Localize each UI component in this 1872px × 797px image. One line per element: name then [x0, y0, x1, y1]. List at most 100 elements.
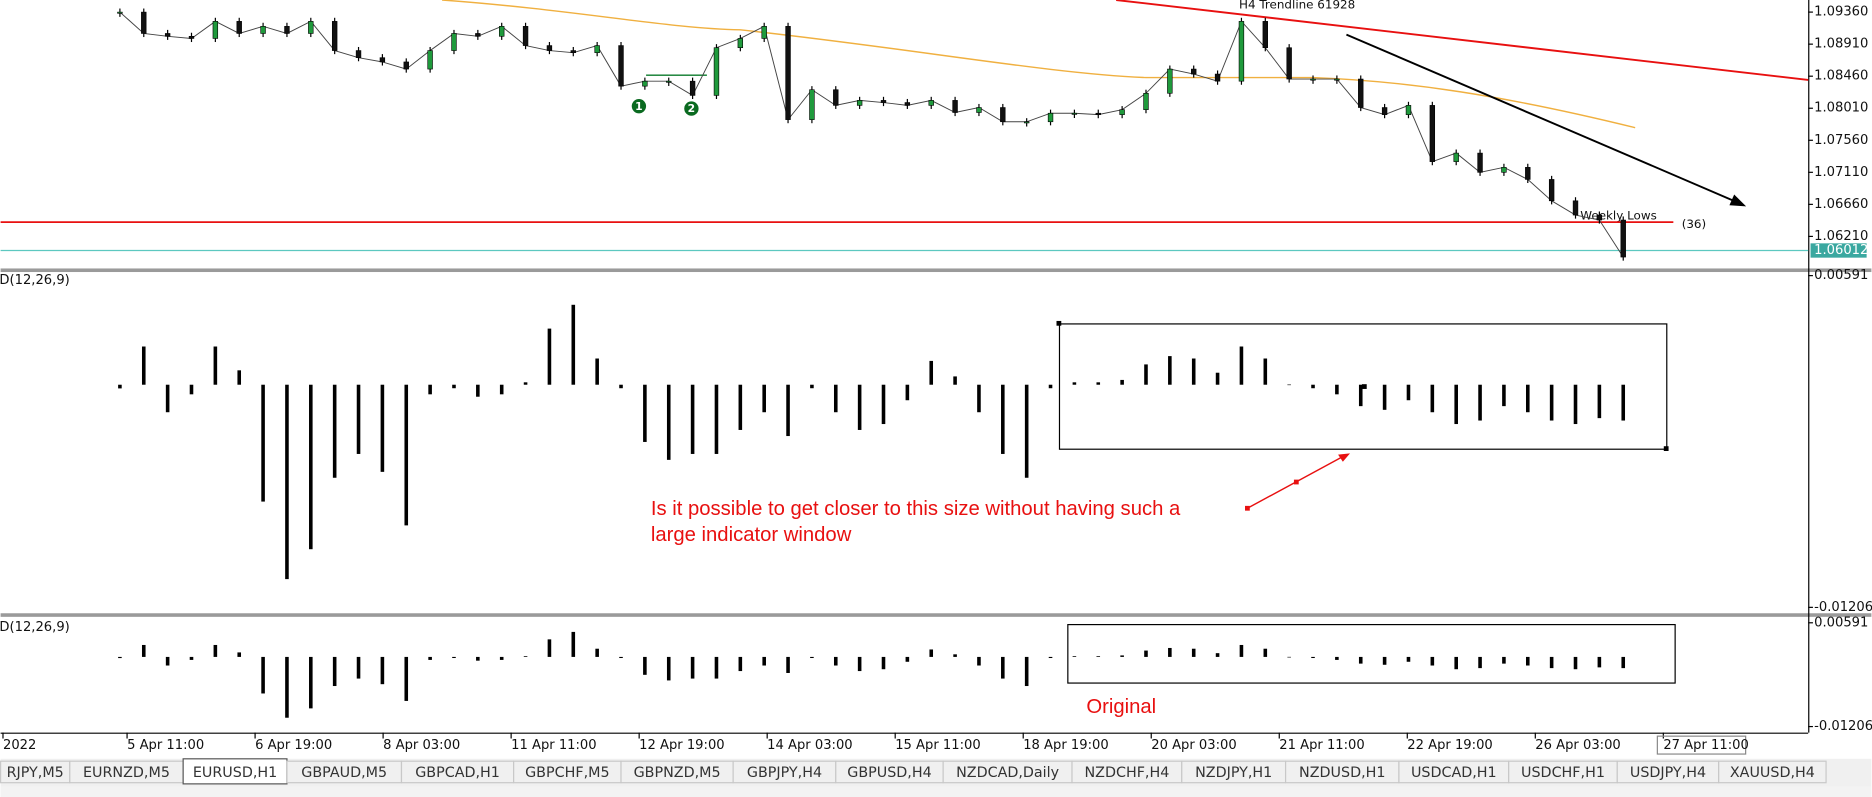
candle — [1334, 78, 1340, 81]
symbol-tab[interactable]: XAUUSD,H4 — [1718, 760, 1827, 784]
macd-bar — [1358, 384, 1363, 407]
macd-bar — [1048, 656, 1053, 659]
highlight-box — [1058, 323, 1668, 450]
macd-bar — [547, 328, 552, 385]
tab-label[interactable]: GBPUSD,H4 — [847, 765, 931, 781]
symbol-tab[interactable]: GBPJPY,H4 — [732, 760, 837, 784]
time-label: 26 Apr 03:00 — [1535, 738, 1620, 753]
macd-bar — [1215, 372, 1220, 385]
candle — [188, 36, 195, 39]
macd-bar — [1621, 656, 1626, 669]
tab-label[interactable]: GBPJPY,H4 — [747, 765, 822, 781]
candle — [1381, 107, 1388, 115]
tab-label[interactable]: RJPY,M5 — [7, 765, 64, 781]
box-handle — [1361, 384, 1367, 389]
macd-bar — [1502, 656, 1506, 664]
tab-label[interactable]: NZDUSD,H1 — [1299, 765, 1385, 781]
macd-bar — [1573, 384, 1578, 425]
tab-label[interactable]: GBPAUD,M5 — [301, 765, 387, 781]
tab-label[interactable]: NZDJPY,H1 — [1195, 765, 1272, 781]
tab-bg[interactable] — [182, 758, 288, 785]
macd-bar — [1287, 656, 1291, 658]
macd-bar — [1382, 384, 1387, 410]
h4-trendline — [1116, 0, 1809, 81]
macd-bar — [1239, 346, 1244, 385]
candle — [594, 45, 600, 53]
candle — [1501, 167, 1507, 173]
macd-bar — [404, 384, 409, 526]
symbol-tab[interactable]: RJPY,M5 — [0, 760, 71, 784]
tab-label[interactable]: NZDCAD,Daily — [956, 765, 1060, 781]
symbol-tab[interactable]: NZDCHF,H4 — [1071, 760, 1183, 784]
symbol-tab[interactable]: GBPCHF,M5 — [513, 760, 622, 784]
symbol-tab[interactable]: NZDUSD,H1 — [1284, 760, 1400, 784]
tab-bg[interactable] — [1718, 760, 1827, 784]
macd-bar — [523, 382, 528, 385]
tab-label[interactable]: USDJPY,H4 — [1630, 765, 1706, 781]
symbol-tab[interactable]: NZDJPY,H1 — [1181, 760, 1287, 784]
macd-bar — [786, 384, 790, 437]
symbol-tab[interactable]: EURUSD,H1 — [182, 758, 288, 785]
candle — [522, 26, 529, 46]
candle — [451, 33, 457, 51]
candle — [761, 26, 767, 39]
tab-label[interactable]: USDCAD,H1 — [1411, 765, 1497, 781]
macd-bar — [499, 656, 504, 660]
symbol-tab[interactable]: GBPUSD,H4 — [835, 760, 944, 784]
macd-bar — [380, 656, 385, 685]
candle — [427, 50, 433, 70]
macd-bar — [213, 346, 218, 385]
macd-bar — [1573, 656, 1578, 670]
macd-bar — [380, 384, 385, 472]
macd-bar — [309, 656, 313, 709]
symbol-tab[interactable]: GBPCAD,H1 — [400, 760, 515, 784]
candle — [1262, 21, 1268, 49]
symbol-tab[interactable]: EURNZD,M5 — [69, 760, 184, 784]
tab-label[interactable]: EURNZD,M5 — [83, 765, 170, 781]
candle — [880, 100, 887, 103]
macd-bar — [428, 656, 432, 660]
tab-label[interactable]: GBPCHF,M5 — [525, 765, 609, 781]
symbol-tab[interactable]: GBPAUD,M5 — [286, 760, 403, 784]
macd-tick-label: 0.00591 — [1814, 615, 1868, 630]
tab-label[interactable]: XAUUSD,H4 — [1730, 765, 1815, 781]
macd-bar — [929, 649, 934, 657]
tab-label[interactable]: NZDCHF,H4 — [1084, 765, 1169, 781]
tab-label[interactable]: GBPNZD,M5 — [634, 765, 721, 781]
time-label: 22 Apr 19:00 — [1407, 738, 1492, 753]
price-tick-label: 1.08460 — [1814, 69, 1868, 84]
macd-bar — [452, 656, 456, 659]
macd-bar — [571, 631, 576, 657]
macd-bar — [1311, 384, 1315, 389]
candle — [928, 100, 934, 106]
pane-separator — [0, 613, 1872, 617]
macd-bar — [1549, 384, 1554, 421]
symbol-tab[interactable]: GBPNZD,M5 — [620, 760, 734, 784]
candle — [570, 50, 576, 53]
candle — [1453, 152, 1459, 162]
macd-bar — [643, 384, 647, 442]
time-label: 2022 — [3, 738, 36, 753]
symbol-tab[interactable]: NZDCAD,Daily — [942, 760, 1073, 784]
time-highlight — [1656, 735, 1747, 755]
symbol-tab[interactable]: USDJPY,H4 — [1616, 760, 1720, 784]
symbol-tab[interactable]: USDCHF,H1 — [1508, 760, 1618, 784]
tab-label[interactable]: USDCHF,H1 — [1521, 765, 1605, 781]
macd-bar — [285, 656, 289, 718]
macd-bar — [977, 384, 981, 413]
marker-label: 2 — [688, 102, 695, 115]
time-label: 14 Apr 03:00 — [767, 738, 852, 753]
moving-average — [441, 0, 1636, 129]
macd-bar — [1335, 656, 1339, 660]
macd-bar — [1382, 656, 1387, 665]
tab-label[interactable]: EURUSD,H1 — [193, 765, 277, 781]
original-box — [1067, 623, 1676, 684]
tab-label[interactable]: GBPCAD,H1 — [415, 765, 500, 781]
macd-bar — [309, 384, 313, 550]
macd-bar — [619, 384, 623, 389]
candle — [475, 33, 481, 37]
macd-tick-label: -0.01206 — [1814, 719, 1872, 734]
candle — [1310, 78, 1316, 81]
candle — [546, 45, 553, 51]
symbol-tab[interactable]: USDCAD,H1 — [1398, 760, 1510, 784]
